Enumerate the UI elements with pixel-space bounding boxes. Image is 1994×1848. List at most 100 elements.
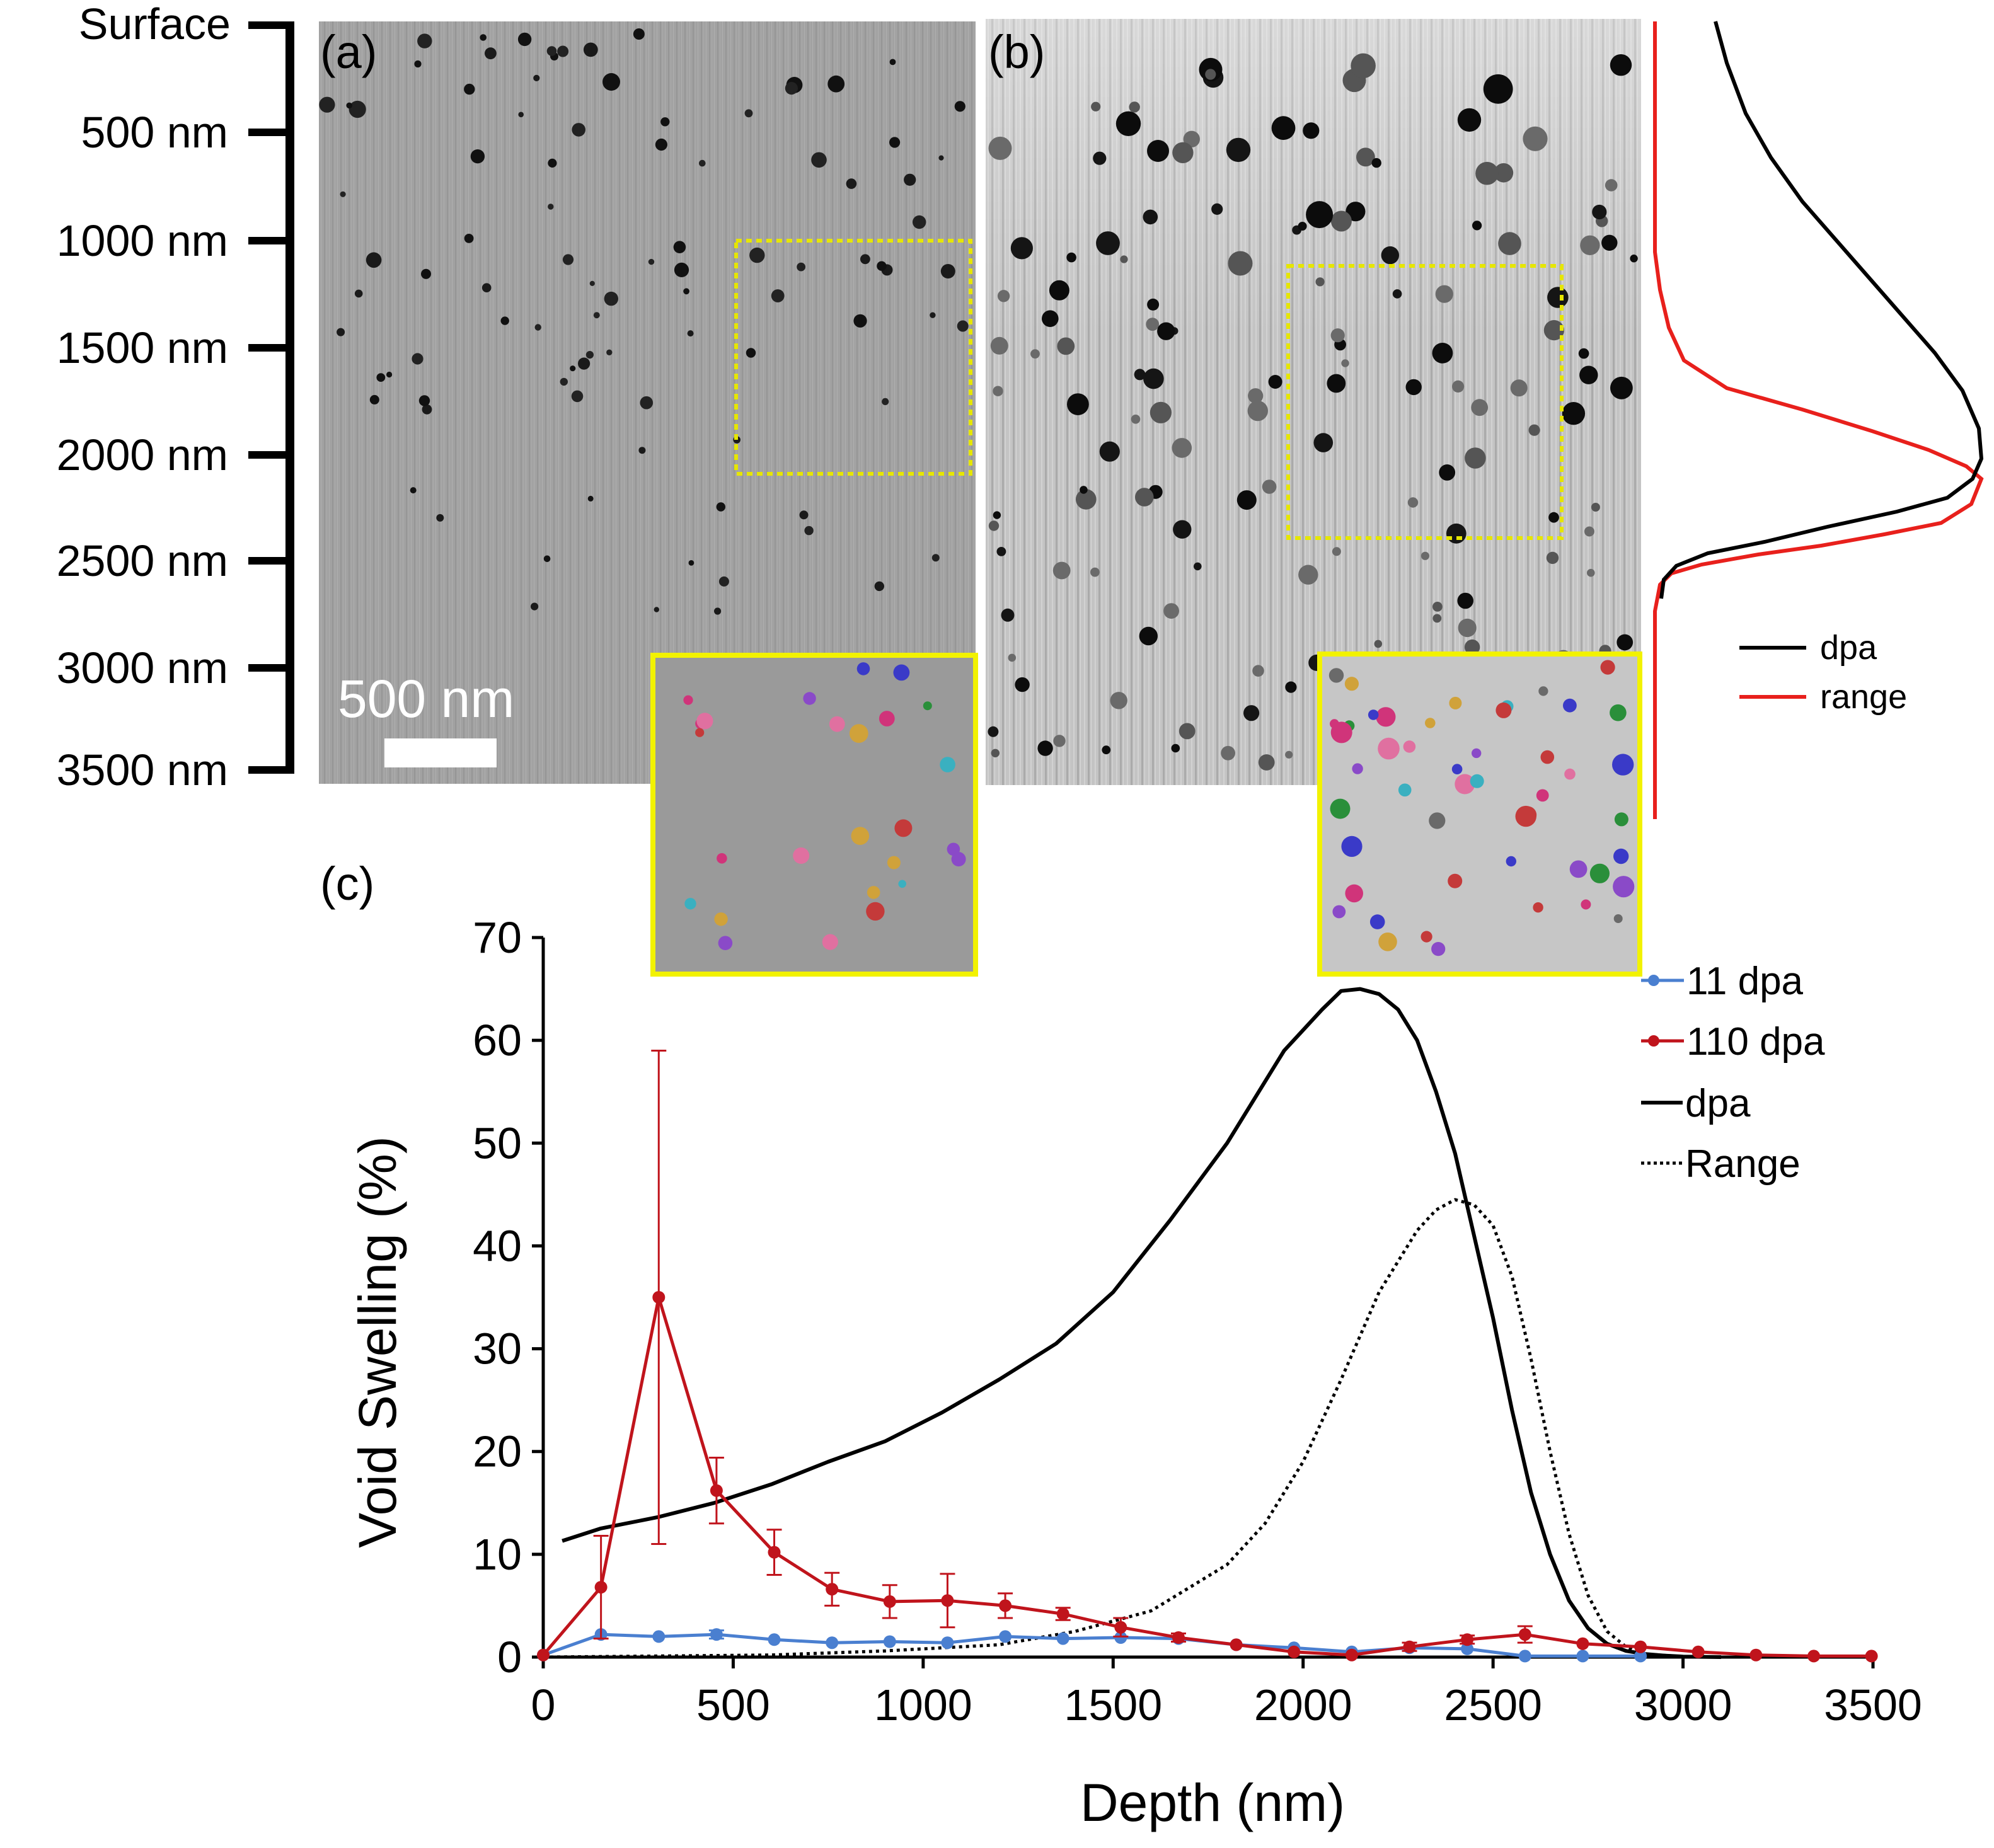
inset-void (714, 912, 728, 926)
void-particle (1001, 608, 1015, 622)
void-particle (1120, 255, 1128, 263)
void-particle (464, 83, 475, 95)
panel-label-b: (b) (988, 26, 1045, 78)
void-particle (1610, 376, 1633, 399)
series-line-11-dpa (543, 1633, 1641, 1658)
data-point-110-dpa (941, 1594, 954, 1607)
x-tick-label: 500 (696, 1680, 770, 1730)
void-particle (1008, 653, 1017, 662)
void-particle (940, 264, 955, 278)
chart-series (537, 987, 1878, 1663)
y-tick-label: 0 (497, 1633, 522, 1682)
data-point-110-dpa (1230, 1638, 1243, 1651)
void-particle (930, 312, 936, 318)
y-tick-label: 40 (473, 1221, 522, 1270)
data-point-11-dpa (1518, 1650, 1531, 1663)
inset-void (1345, 884, 1363, 903)
void-particle (1432, 343, 1453, 364)
data-point-110-dpa (1865, 1650, 1878, 1663)
inset-void (1563, 698, 1577, 713)
inset-void (849, 724, 868, 743)
x-tick-label: 2500 (1444, 1680, 1542, 1730)
legend-11dpa-label: 11 dpa (1686, 960, 1804, 1003)
data-point-11-dpa (826, 1636, 839, 1650)
inset-void (1449, 696, 1462, 709)
void-particle (1498, 232, 1521, 255)
void-particle (543, 555, 551, 563)
void-particle (1547, 287, 1569, 308)
data-point-11-dpa (883, 1635, 896, 1648)
inset-void (856, 662, 870, 675)
void-particle (1258, 754, 1275, 771)
void-particle (1143, 209, 1158, 225)
void-particle (349, 100, 366, 118)
void-particle (988, 520, 1000, 531)
data-point-11-dpa (1056, 1632, 1069, 1645)
void-particle (1630, 255, 1638, 263)
void-particle (1548, 512, 1559, 523)
y-tick-label: 30 (473, 1324, 522, 1374)
void-particle (571, 390, 584, 403)
void-particle (988, 726, 999, 737)
inset-void (940, 757, 955, 772)
void-particle (1432, 602, 1443, 612)
void-particle (1157, 322, 1175, 340)
roi-box-b (1286, 264, 1564, 540)
void-particle (1285, 681, 1297, 693)
inset-void (1448, 873, 1463, 888)
inset-void (1451, 764, 1463, 774)
x-tick-label: 3500 (1824, 1680, 1922, 1730)
void-particle (1226, 137, 1251, 163)
void-particle (1131, 415, 1141, 424)
void-particle (1076, 489, 1097, 510)
void-particle (1405, 379, 1422, 396)
data-point-11-dpa (710, 1628, 723, 1641)
void-particle (746, 348, 756, 358)
void-particle (1172, 142, 1194, 163)
void-particle (1172, 438, 1192, 458)
tem-panel-a: (a) 500 nm (319, 21, 976, 784)
legend-110dpa-marker (1648, 1035, 1659, 1047)
scale-bar-label: 500 nm (338, 669, 514, 728)
y-tick-label: 20 (473, 1427, 522, 1476)
void-particle (716, 502, 726, 512)
data-point-110-dpa (1691, 1645, 1705, 1658)
void-particle (1374, 640, 1383, 648)
inset-void (829, 716, 845, 732)
void-particle (674, 262, 689, 277)
legend-dpa-label: dpa (1820, 629, 1877, 667)
inset-void (1540, 750, 1555, 764)
void-particle (1037, 740, 1053, 756)
inset-void (866, 902, 885, 921)
void-particle (1351, 53, 1376, 79)
inset-void (1352, 763, 1363, 774)
void-particle (583, 42, 598, 57)
void-particle (517, 32, 532, 47)
void-particle (993, 511, 1001, 519)
void-particle (1247, 400, 1269, 422)
void-particle (683, 288, 689, 295)
inset-void (887, 856, 901, 869)
data-point-110-dpa (883, 1595, 896, 1608)
void-particle (1483, 74, 1513, 104)
void-particle (436, 514, 444, 522)
void-particle (587, 495, 594, 502)
inset-a (650, 653, 978, 977)
void-particle (990, 336, 1008, 355)
inset-void (1429, 812, 1446, 829)
depth-label: 500 nm (81, 108, 228, 157)
y-tick-label: 70 (473, 913, 522, 962)
chart-legend: 11 dpa 110 dpa dpa Range (1641, 960, 1825, 1186)
void-particle (1057, 337, 1075, 355)
legend-range-chart-label: Range (1685, 1142, 1801, 1186)
void-particle (604, 291, 618, 306)
void-particle (993, 386, 1003, 396)
inset-voids-b (1328, 660, 1635, 956)
depth-label: 1000 nm (57, 216, 228, 265)
inset-void (1398, 783, 1412, 797)
void-particle (714, 607, 722, 615)
voids-b (988, 53, 1638, 771)
void-particle (1129, 101, 1140, 113)
series-line-dpa (562, 987, 1721, 1659)
data-point-110-dpa (1461, 1633, 1474, 1646)
